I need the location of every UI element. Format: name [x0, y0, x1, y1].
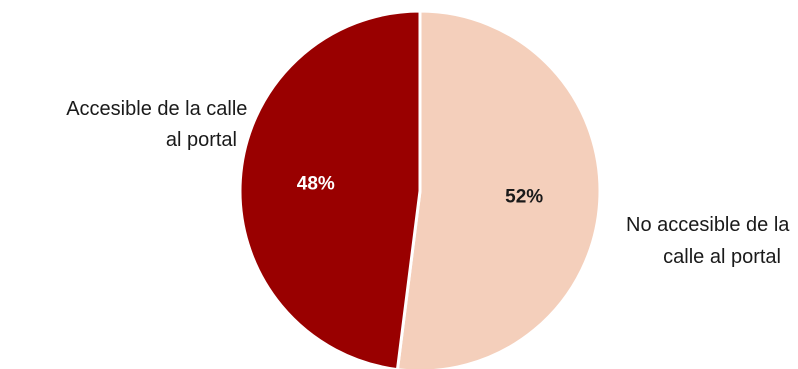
pie-slices	[238, 9, 602, 369]
category-label-accesible: Accesible de la calle al portal	[66, 98, 253, 151]
category-label-no-accesible-line-2: calle al portal	[663, 246, 781, 268]
category-label-accesible-line-1: Accesible de la calle	[66, 98, 247, 120]
pie-slice-1	[238, 9, 422, 369]
pie-value-labels: 52% 48%	[297, 173, 544, 207]
pie-value-label-1: 48%	[297, 173, 335, 194]
category-label-no-accesible-line-1: No accesible de la	[626, 214, 790, 236]
category-label-accesible-line-2: al portal	[166, 129, 237, 151]
category-label-no-accesible: No accesible de la calle al portal	[626, 214, 795, 268]
pie-value-label-0: 52%	[505, 187, 543, 208]
pie-slice-0	[396, 9, 602, 369]
